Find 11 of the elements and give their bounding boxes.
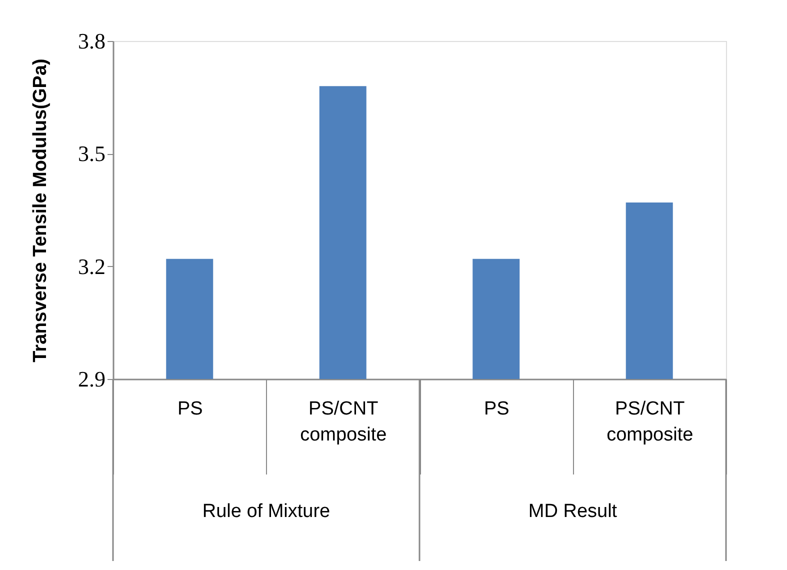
x-tick-label: PS: [484, 398, 510, 420]
y-tick-label: 2.9: [78, 366, 106, 392]
text: Rule of Mixture: [202, 501, 330, 522]
x-tick-label: PS: [177, 398, 203, 420]
x-tick-label: PS/CNT composite: [606, 398, 694, 446]
y-tick-label: 3.8: [78, 28, 106, 54]
y-tick-label: 3.5: [78, 141, 106, 166]
y-axis-title: Transverse Tensile Modulus(GPa): [30, 58, 51, 362]
text: MD Result: [528, 501, 618, 522]
x-tick-label: PS/CNT composite: [300, 398, 387, 446]
y-tick-label: 3.2: [78, 254, 106, 279]
